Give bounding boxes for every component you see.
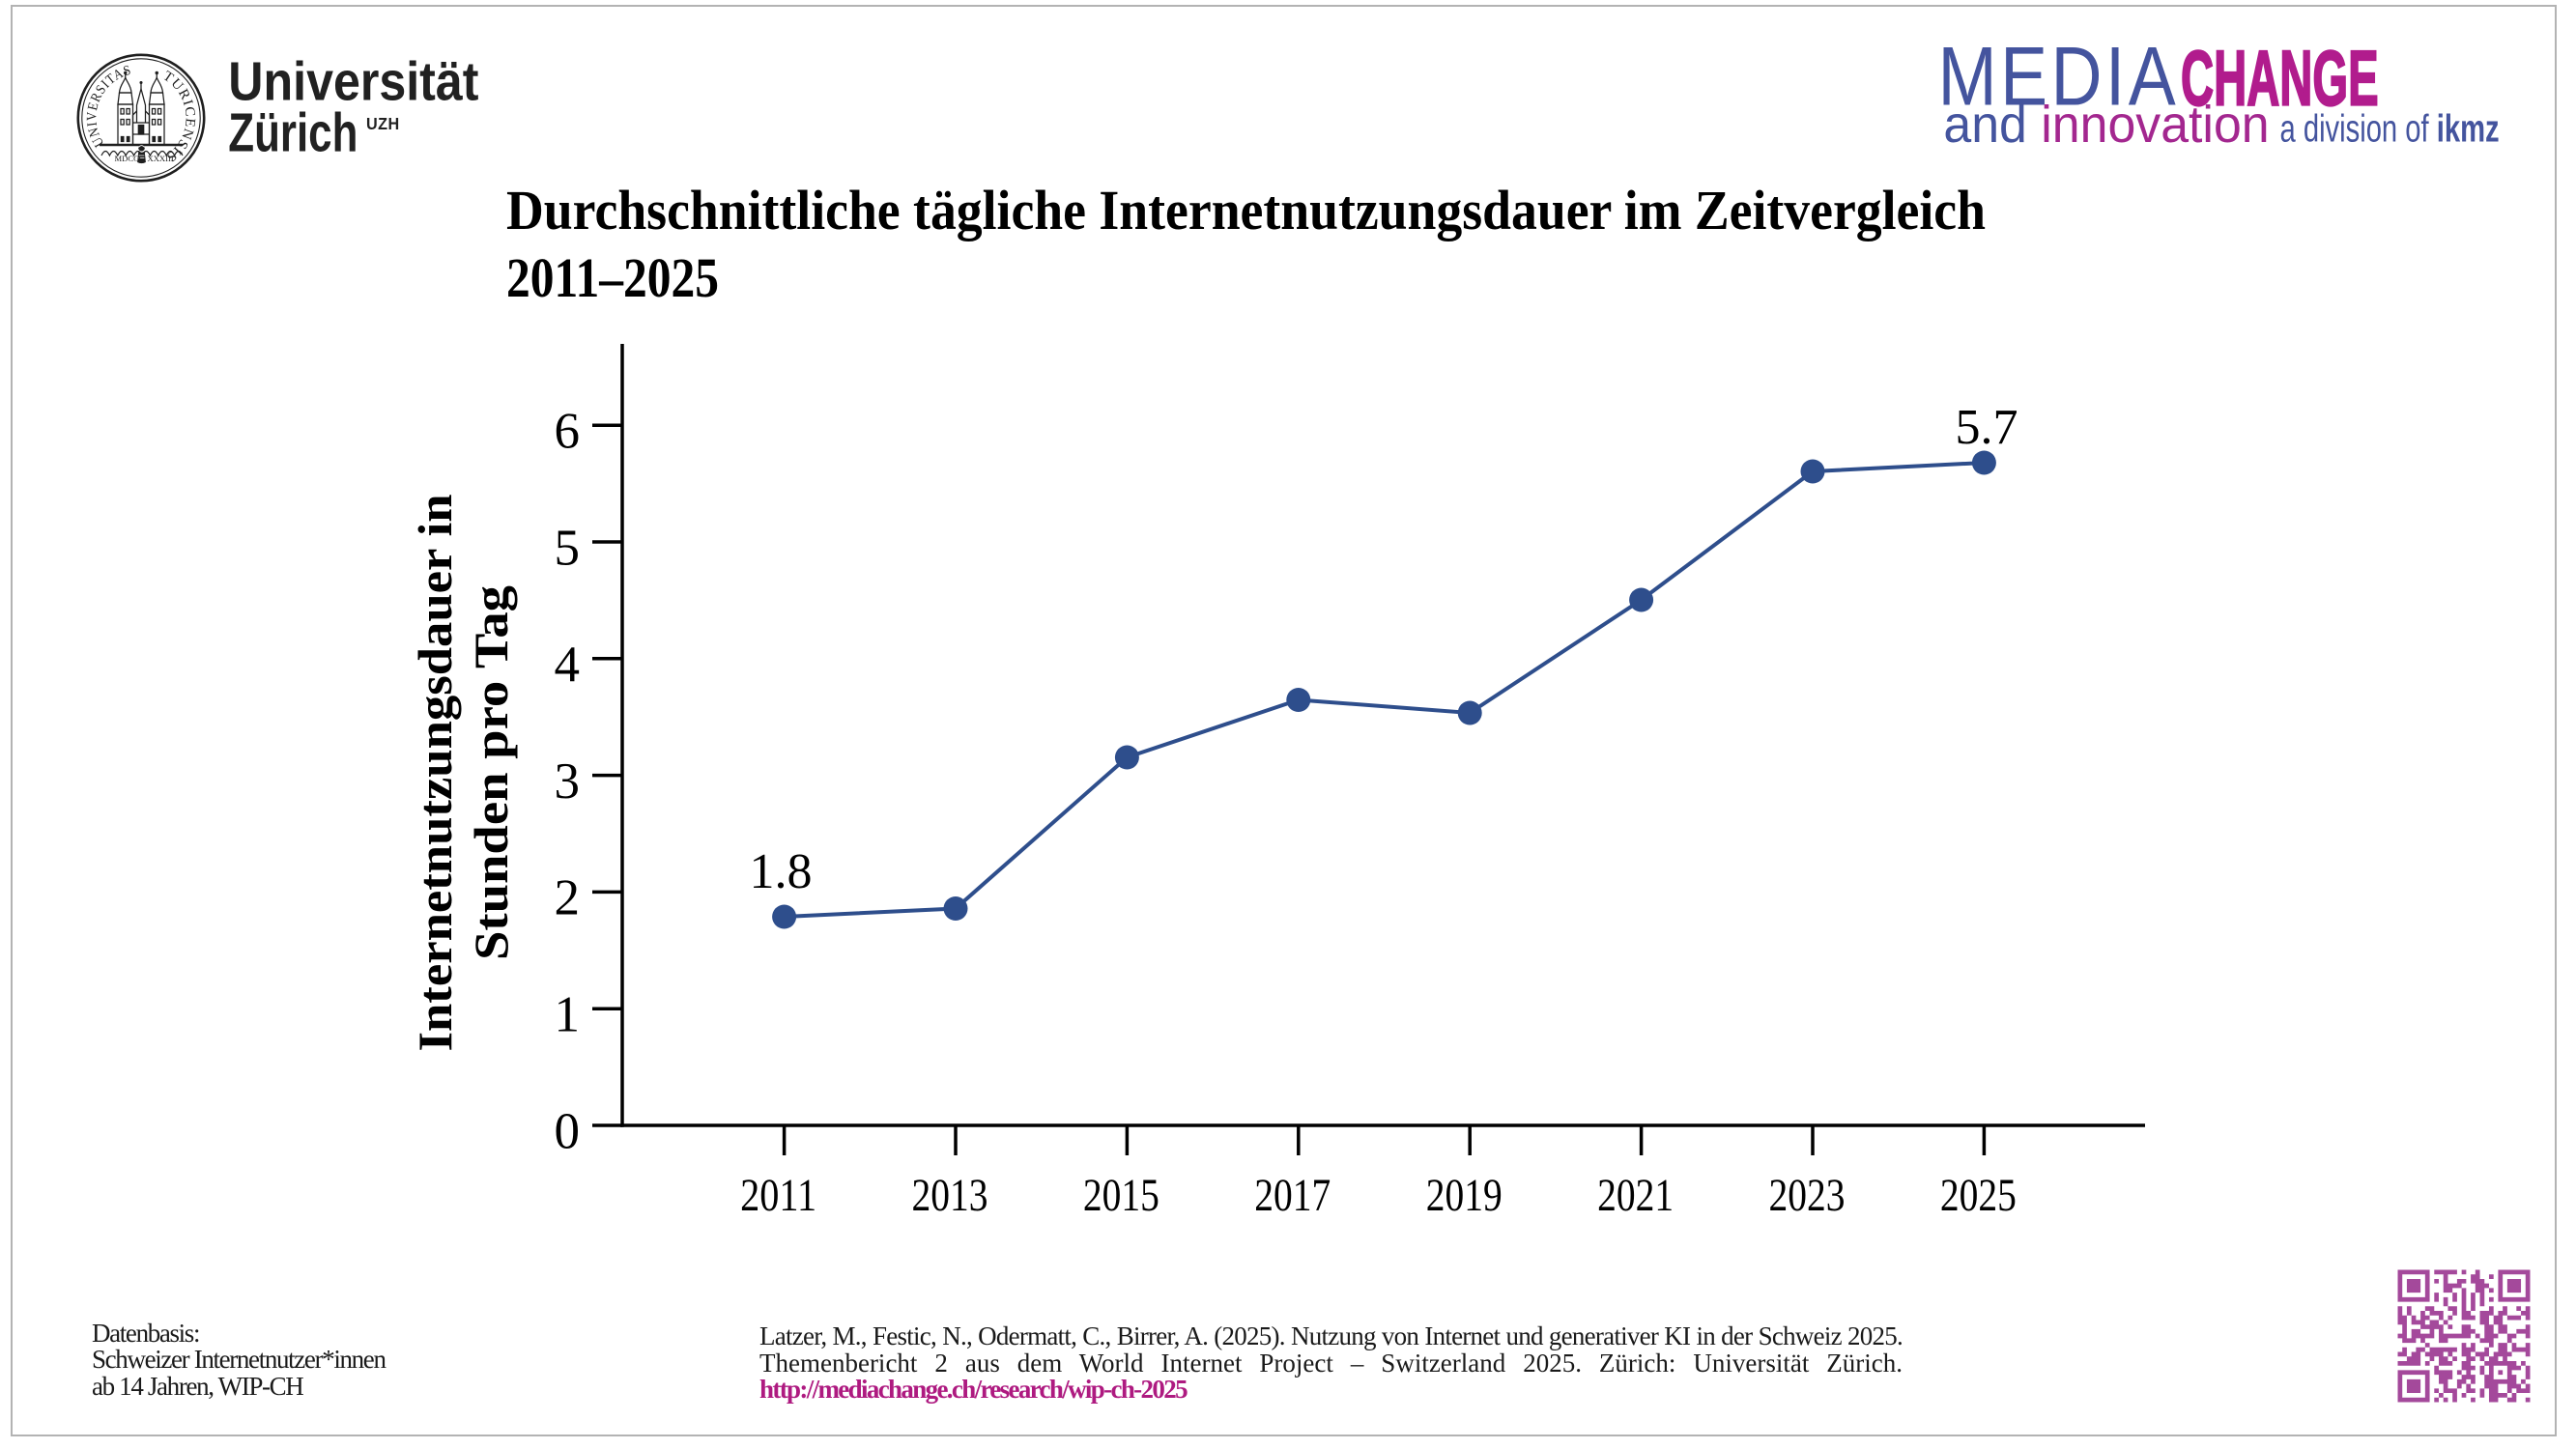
svg-text:2013: 2013 [912,1170,988,1221]
svg-text:3: 3 [555,753,581,810]
svg-text:UZH: UZH [366,114,400,133]
svg-text:XXXIII: XXXIII [148,154,174,163]
svg-text:2017: 2017 [1254,1170,1331,1221]
svg-text:MDCCC: MDCCC [115,154,145,163]
svg-text:2021: 2021 [1597,1170,1674,1221]
svg-text:CHANGE: CHANGE [2181,36,2379,123]
svg-text:2025: 2025 [1940,1170,2017,1221]
svg-text:1: 1 [555,987,581,1043]
svg-text:Internetnutzungsdauer in: Internetnutzungsdauer in [408,494,462,1051]
svg-text:2023: 2023 [1769,1170,1846,1221]
svg-text:2019: 2019 [1426,1170,1503,1221]
svg-text:Durchschnittliche tägliche Int: Durchschnittliche tägliche Internetnutzu… [506,179,1986,242]
svg-text:Universität: Universität [228,50,478,112]
svg-text:5.7: 5.7 [1956,400,2018,455]
svg-text:1.8: 1.8 [750,844,813,899]
svg-text:6: 6 [555,404,581,460]
svg-text:UNIVERSITAS: UNIVERSITAS [84,63,133,150]
svg-text:MEDIA: MEDIA [1938,30,2180,123]
svg-text:2015: 2015 [1083,1170,1159,1221]
svg-text:Zürich: Zürich [228,101,358,163]
svg-text:a division of ikmz: a division of ikmz [2280,107,2500,151]
svg-text:5: 5 [555,520,581,576]
svg-text:Stunden pro Tag: Stunden pro Tag [464,585,518,960]
svg-text:4: 4 [555,637,581,693]
svg-text:2011–2025: 2011–2025 [506,246,719,309]
svg-text:2011: 2011 [740,1170,816,1221]
svg-text:0: 0 [555,1103,581,1159]
svg-text:2: 2 [555,870,581,926]
svg-text:and innovation: and innovation [1943,96,2269,154]
